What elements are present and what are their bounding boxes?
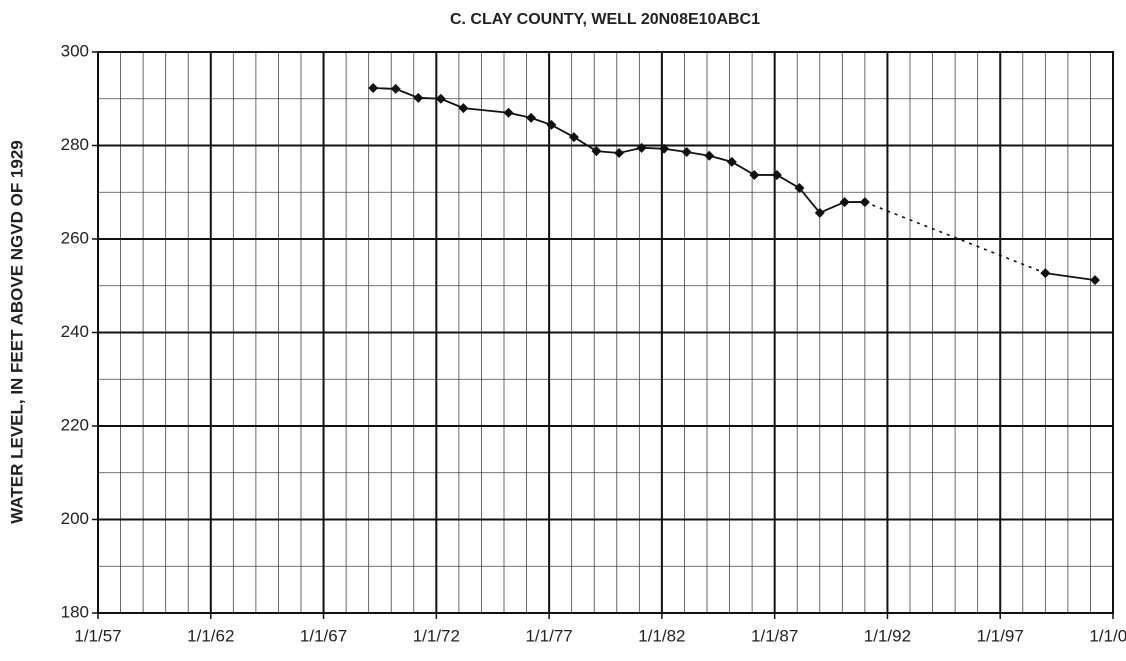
data-point — [839, 197, 850, 208]
y-tick-label: 300 — [61, 41, 89, 60]
data-point — [794, 183, 805, 194]
data-point — [503, 107, 514, 118]
y-axis-label: WATER LEVEL, IN FEET ABOVE NGVD OF 1929 — [7, 140, 26, 524]
data-point — [659, 143, 670, 154]
data-point — [749, 169, 760, 180]
x-tick-label: 1/1/62 — [187, 626, 234, 645]
x-tick-label: 1/1/82 — [638, 626, 685, 645]
data-point — [458, 103, 469, 114]
data-line — [373, 87, 865, 214]
y-tick-label: 240 — [61, 322, 89, 341]
data-point — [814, 207, 825, 218]
data-point — [704, 150, 715, 161]
data-point — [390, 83, 401, 94]
data-point — [1040, 268, 1051, 279]
x-tick-label: 1/1/67 — [300, 626, 347, 645]
y-tick-label: 200 — [61, 509, 89, 528]
data-point — [591, 146, 602, 157]
x-tick-label: 1/1/02 — [1089, 626, 1126, 645]
x-tick-label: 1/1/92 — [864, 626, 911, 645]
x-tick-label: 1/1/57 — [74, 626, 121, 645]
x-tick-label: 1/1/77 — [525, 626, 572, 645]
x-tick-label: 1/1/87 — [751, 626, 798, 645]
chart-title: C. CLAY COUNTY, WELL 20N08E10ABC1 — [450, 11, 760, 28]
data-point — [1089, 275, 1100, 286]
x-tick-label: 1/1/97 — [977, 626, 1024, 645]
data-point — [681, 147, 692, 158]
x-tick-label: 1/1/72 — [413, 626, 460, 645]
data-line — [1045, 272, 1096, 282]
data-point — [435, 93, 446, 104]
y-tick-label: 180 — [61, 602, 89, 621]
data-point — [614, 147, 625, 158]
data-point — [526, 112, 537, 123]
gap-connector — [864, 201, 1046, 274]
data-point — [726, 156, 737, 167]
y-tick-label: 260 — [61, 228, 89, 247]
data-point — [568, 132, 579, 143]
data-point — [546, 119, 557, 130]
data-point — [771, 169, 782, 180]
data-point — [368, 82, 379, 93]
plot-frame — [97, 51, 1114, 614]
y-tick-label: 220 — [61, 415, 89, 434]
data-point — [413, 92, 424, 103]
data-point — [636, 142, 647, 153]
y-tick-label: 280 — [61, 135, 89, 154]
data-point — [859, 197, 870, 208]
